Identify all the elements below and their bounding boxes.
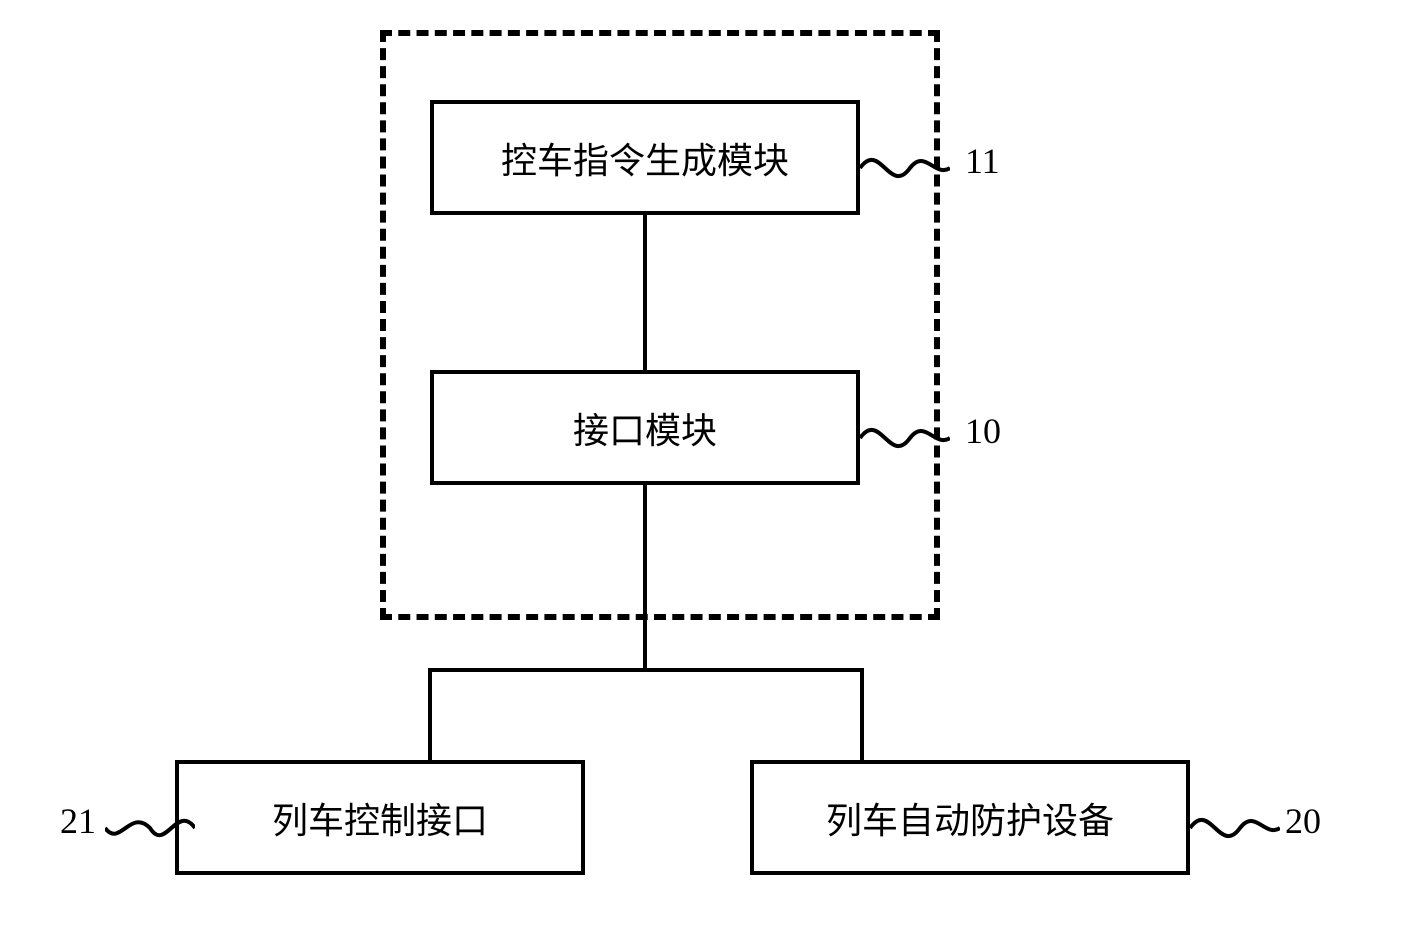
ref-num: 11: [965, 141, 1000, 181]
node-interface: 接口模块: [430, 370, 860, 485]
node-label: 列车自动防护设备: [826, 792, 1114, 844]
node-label: 列车控制接口: [272, 792, 488, 844]
edge: [643, 485, 647, 670]
diagram-canvas: 控车指令生成模块 接口模块 列车控制接口 列车自动防护设备 11 10 21 2…: [0, 0, 1427, 951]
ref-label-21: 21: [60, 800, 96, 842]
ref-squiggle: [1190, 808, 1280, 848]
ref-label-10: 10: [965, 410, 1001, 452]
ref-label-11: 11: [965, 140, 1000, 182]
ref-squiggle: [105, 808, 195, 848]
ref-num: 21: [60, 801, 96, 841]
node-train-ctl: 列车控制接口: [175, 760, 585, 875]
edge: [428, 668, 864, 672]
node-atp: 列车自动防护设备: [750, 760, 1190, 875]
ref-squiggle: [860, 418, 950, 458]
node-cmd-gen: 控车指令生成模块: [430, 100, 860, 215]
edge: [428, 670, 432, 760]
edge: [643, 215, 647, 370]
edge: [860, 670, 864, 760]
ref-num: 20: [1285, 801, 1321, 841]
ref-label-20: 20: [1285, 800, 1321, 842]
node-label: 接口模块: [573, 402, 717, 454]
ref-squiggle: [860, 148, 950, 188]
node-label: 控车指令生成模块: [501, 132, 789, 184]
ref-num: 10: [965, 411, 1001, 451]
